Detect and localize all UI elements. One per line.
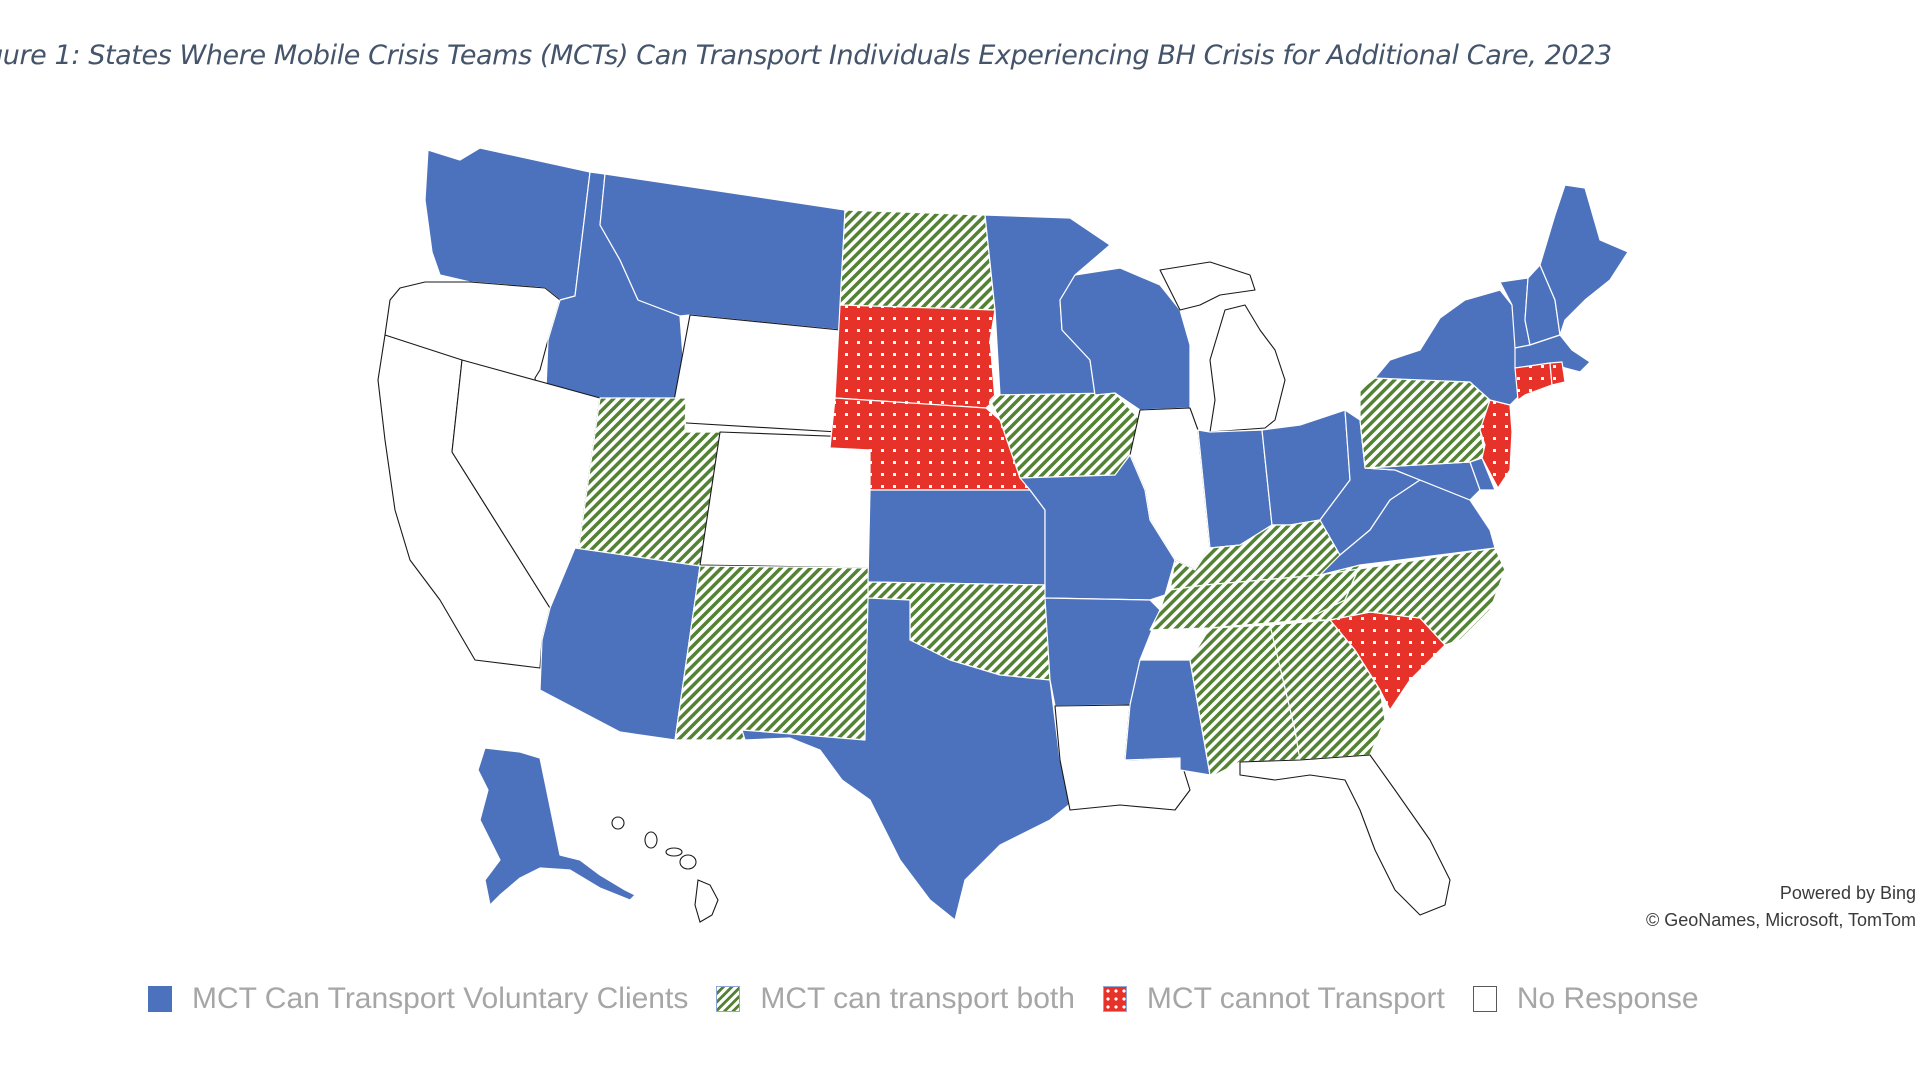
legend-item-none: No Response [1472,982,1699,1016]
empty-square-icon [1472,986,1497,1012]
state-HI [611,816,719,923]
red-dotted-square-icon [1102,986,1127,1012]
legend-label: MCT Can Transport Voluntary Clients [192,982,689,1015]
map-attribution: Powered by Bing © GeoNames, Microsoft, T… [1646,880,1916,934]
state-WY [669,314,841,433]
state-MI [1159,261,1286,433]
state-PA [1359,377,1491,469]
map-legend: MCT Can Transport Voluntary Clients MCT … [148,982,1727,1016]
state-ND [839,209,996,311]
green-hatch-square-icon [716,986,741,1012]
state-AZ [539,547,701,741]
state-CO [699,431,881,569]
legend-item-cannot: MCT cannot Transport [1102,982,1445,1016]
state-MO [1019,454,1176,601]
legend-item-voluntary: MCT Can Transport Voluntary Clients [148,982,688,1016]
legend-label: MCT cannot Transport [1146,982,1445,1015]
us-map [377,147,1629,923]
state-DE [1469,457,1496,491]
attribution-bing: Powered by Bing [1779,883,1916,903]
state-RI [1549,361,1566,386]
state-WA [424,147,591,301]
attribution-sources: © GeoNames, Microsoft, TomTom [1646,910,1916,930]
figure-title: gure 1: States Where Mobile Crisis Teams… [0,40,1612,71]
legend-label: No Response [1516,982,1699,1015]
state-ME [1539,184,1629,336]
state-NC [1304,547,1506,646]
state-CT [1514,362,1553,401]
state-NJ [1479,399,1513,489]
state-TX [741,597,1076,921]
state-SD [834,304,996,409]
state-NM [674,565,871,741]
state-KS [867,489,1046,586]
blue-square-icon [148,986,172,1012]
state-IN [1197,429,1273,549]
legend-label: MCT can transport both [760,982,1075,1015]
legend-item-both: MCT can transport both [716,982,1075,1016]
state-FL [1239,754,1451,916]
state-AK [477,747,636,906]
